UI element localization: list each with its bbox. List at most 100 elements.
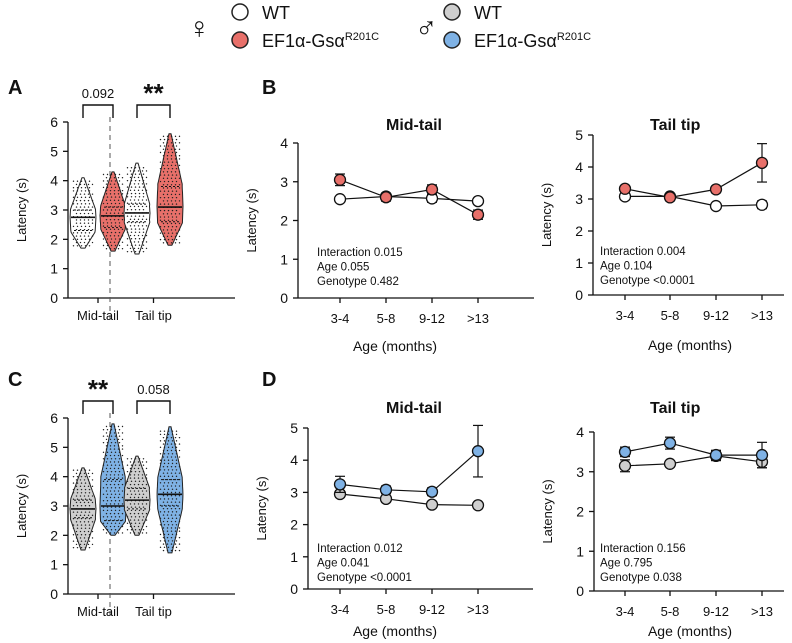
violin-dot bbox=[106, 196, 109, 198]
violin-dot bbox=[76, 180, 79, 182]
violin-dot bbox=[76, 238, 79, 241]
violin-dot bbox=[159, 504, 162, 507]
significance-label-1: ** bbox=[143, 78, 164, 108]
violin-dot bbox=[87, 235, 90, 237]
stats-line: Age 0.795 bbox=[600, 558, 652, 570]
violin-dot bbox=[178, 491, 181, 494]
violin-dot bbox=[170, 465, 173, 468]
violin-dot bbox=[126, 464, 129, 466]
violin-dot bbox=[121, 235, 124, 237]
violin-dot bbox=[174, 527, 177, 529]
y-tick-label: 1 bbox=[290, 549, 298, 565]
violin-dot bbox=[166, 536, 169, 539]
violin-dot bbox=[130, 506, 133, 508]
violin-dot bbox=[174, 456, 177, 458]
violin-dot bbox=[109, 177, 112, 179]
violin-dot bbox=[129, 176, 132, 179]
violin-dot bbox=[72, 482, 75, 484]
violin-dot bbox=[167, 498, 170, 500]
violin-dot bbox=[106, 516, 109, 518]
violin-dot bbox=[163, 498, 166, 500]
series-line-0 bbox=[625, 195, 763, 207]
violin-dot bbox=[109, 228, 112, 231]
violin-dot bbox=[171, 446, 174, 449]
violin-dot bbox=[105, 532, 108, 534]
violin-dot bbox=[166, 158, 169, 160]
violin-dot bbox=[121, 532, 124, 534]
violin-dot bbox=[142, 458, 145, 460]
violin-dot bbox=[137, 170, 140, 172]
violin-dot bbox=[162, 235, 165, 238]
y-tick-label: 2 bbox=[50, 527, 58, 543]
violin-dot bbox=[163, 238, 166, 241]
violin-dot bbox=[80, 209, 83, 211]
violin-dot bbox=[162, 536, 165, 539]
violin-dot bbox=[72, 505, 75, 507]
violin-dot bbox=[174, 443, 177, 445]
violin-dot bbox=[72, 232, 75, 234]
violin-dot bbox=[163, 151, 166, 154]
violin-dot bbox=[113, 525, 116, 528]
violin-dot bbox=[170, 222, 173, 225]
violin-dot bbox=[109, 425, 112, 428]
x-axis-label: Age (months) bbox=[648, 623, 732, 639]
violin-dot bbox=[129, 199, 132, 201]
violin-dot bbox=[79, 479, 82, 481]
violin-dot bbox=[106, 458, 109, 460]
violin-dot bbox=[88, 225, 91, 228]
violin-dot bbox=[109, 474, 112, 476]
violin-dot bbox=[113, 432, 116, 434]
violin-dot bbox=[167, 180, 170, 183]
y-tick-label: 0 bbox=[575, 287, 583, 303]
violin-dot bbox=[142, 173, 145, 175]
violin-dot bbox=[75, 472, 78, 475]
violin-dot bbox=[76, 482, 79, 484]
violin-dot bbox=[117, 248, 120, 250]
violin-dot bbox=[129, 183, 132, 185]
violin-dot bbox=[76, 498, 79, 500]
violin-wt-1 bbox=[123, 455, 151, 536]
violin-dot bbox=[159, 511, 162, 513]
violin-dot bbox=[163, 190, 166, 192]
violin-dot bbox=[174, 142, 177, 144]
violin-dot bbox=[138, 192, 141, 195]
stats-line: Genotype <0.0001 bbox=[600, 275, 695, 287]
violin-dot bbox=[178, 530, 181, 532]
violin-dot bbox=[75, 206, 78, 208]
violin-dot bbox=[130, 244, 133, 246]
violin-dot bbox=[106, 500, 109, 502]
violin-dot bbox=[114, 209, 117, 211]
female-symbol: ♀ bbox=[188, 12, 211, 45]
x-tick-label: 3-4 bbox=[331, 602, 350, 617]
violin-dot bbox=[138, 231, 141, 233]
violin-dot bbox=[141, 503, 144, 505]
violin-dot bbox=[159, 440, 162, 442]
data-point-1 bbox=[379, 191, 393, 204]
violin-dot bbox=[167, 190, 170, 192]
violin-dot bbox=[130, 529, 133, 531]
violin-dot bbox=[170, 449, 173, 452]
violin-dot bbox=[75, 495, 78, 497]
violin-dot bbox=[167, 430, 170, 432]
violin-dot bbox=[106, 222, 109, 224]
violin-dot bbox=[137, 176, 140, 179]
violin-dot bbox=[174, 184, 177, 186]
data-point-1 bbox=[333, 173, 347, 186]
violin-dot bbox=[114, 429, 117, 431]
violin-dot bbox=[174, 135, 177, 138]
series-line-1 bbox=[624, 162, 763, 199]
violin-dot bbox=[166, 155, 169, 157]
violin-dot bbox=[118, 435, 121, 437]
violin-dot bbox=[162, 187, 165, 189]
charts: 0 1 2 3 4 5 6 Latency (s) 0.092 Mid-tail ** Tail ti… bbox=[14, 78, 784, 639]
violin-dot bbox=[133, 176, 136, 179]
violin-dot bbox=[126, 221, 129, 224]
violin-dot bbox=[75, 521, 78, 523]
violin-dot bbox=[159, 540, 162, 542]
violin-dot bbox=[171, 469, 174, 471]
violin-dot bbox=[166, 478, 169, 481]
y-tick-label: 3 bbox=[290, 484, 298, 500]
violin-dot bbox=[91, 501, 94, 504]
violin-dot bbox=[113, 425, 116, 428]
violin-dot bbox=[129, 483, 132, 486]
